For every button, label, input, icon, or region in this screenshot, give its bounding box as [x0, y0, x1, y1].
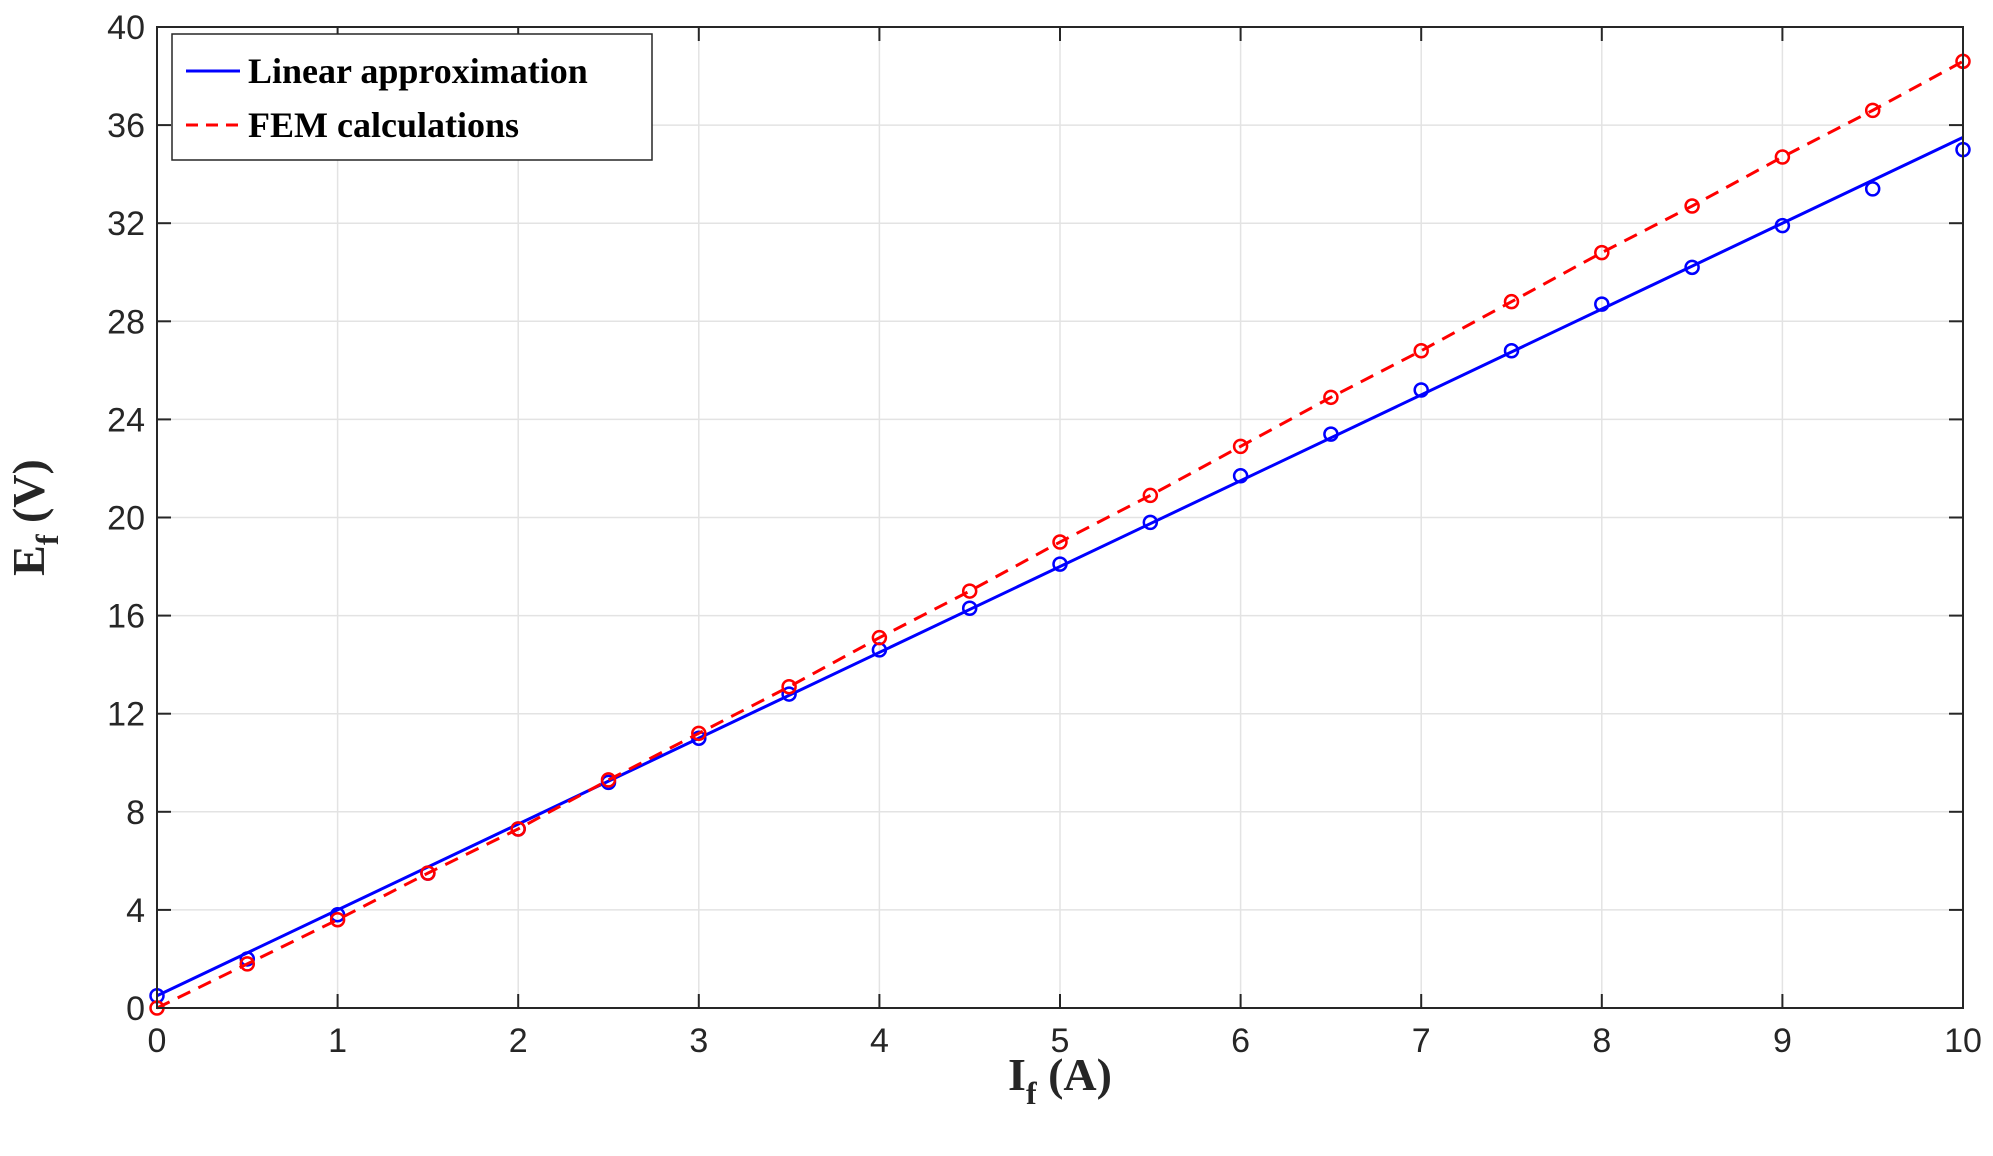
series-0-point	[961, 600, 978, 616]
series-0-point	[1503, 342, 1520, 359]
series-1-point	[1503, 293, 1520, 310]
legend-label-fem: FEM calculations	[248, 105, 519, 145]
series-0-point	[1413, 382, 1429, 398]
y-tick-label: 24	[107, 401, 145, 439]
x-tick-label: 9	[1773, 1022, 1792, 1060]
series-0-point	[1232, 468, 1249, 484]
series-1-point	[239, 956, 256, 972]
legend: Linear approximation FEM calculations	[171, 33, 653, 161]
series-1-point	[1142, 487, 1159, 504]
legend-label-linear: Linear approximation	[248, 51, 588, 91]
y-tick-label: 0	[126, 990, 145, 1028]
series-0-point	[1864, 181, 1881, 197]
series-0-point	[1684, 259, 1700, 276]
series-layer	[149, 53, 1971, 1016]
series-line-1	[156, 60, 1964, 1010]
series-1-point	[600, 772, 617, 788]
x-tick-label: 3	[689, 1022, 708, 1060]
y-tick-label: 8	[126, 794, 145, 832]
y-axis-label-unit: (V)	[3, 459, 54, 534]
series-0-point	[1774, 217, 1791, 234]
y-axis-label-sub: f	[29, 534, 65, 545]
series-0-point	[781, 686, 797, 702]
series-1-point	[1323, 389, 1339, 406]
y-tick-label: 16	[107, 598, 145, 636]
x-tick-label: 6	[1231, 1022, 1250, 1060]
x-tick-label: 1	[328, 1022, 347, 1060]
series-1-point	[1594, 244, 1610, 261]
series-1-point	[781, 678, 797, 695]
series-0-point	[1594, 296, 1610, 312]
series-0-point	[1323, 426, 1339, 442]
legend-box	[171, 33, 653, 161]
x-tick-label: 8	[1592, 1022, 1611, 1060]
x-axis-label-unit: (A)	[1037, 1049, 1112, 1100]
x-tick-label: 7	[1412, 1022, 1431, 1060]
y-axis-label-main: E	[3, 545, 54, 576]
series-1-point	[1413, 342, 1429, 359]
x-axis-label-main: I	[1008, 1049, 1026, 1100]
series-1-point	[1232, 438, 1249, 455]
y-tick-label: 12	[107, 696, 145, 734]
series-1-point	[1774, 149, 1791, 165]
series-1-point	[1684, 198, 1700, 214]
series-1-point	[420, 865, 436, 881]
series-1-point	[1052, 534, 1068, 550]
series-0-point	[1052, 556, 1068, 572]
y-tick-label: 32	[107, 205, 145, 243]
x-axis-label: If (A)	[1008, 1049, 1112, 1111]
y-tick-label: 28	[107, 303, 145, 341]
x-tick-label: 2	[509, 1022, 528, 1060]
y-tick-label: 36	[107, 107, 145, 145]
series-1-point	[961, 583, 978, 599]
series-1-point	[510, 821, 526, 837]
x-tick-label: 0	[148, 1022, 167, 1060]
x-axis-label-sub: f	[1026, 1075, 1037, 1111]
y-axis-label: Ef (V)	[3, 459, 65, 576]
series-line-0	[156, 136, 1964, 998]
x-tick-label: 10	[1944, 1022, 1982, 1060]
y-tick-label: 20	[107, 500, 145, 538]
series-1-point	[691, 725, 707, 742]
y-tick-label: 4	[126, 892, 145, 930]
series-1-point	[871, 629, 888, 646]
y-tick-label: 40	[107, 9, 145, 47]
series-1-point	[329, 911, 346, 928]
series-1-point	[1864, 102, 1881, 119]
x-tick-label: 4	[870, 1022, 889, 1060]
x-tick-label: 5	[1051, 1022, 1070, 1060]
series-0-point	[1142, 514, 1159, 531]
